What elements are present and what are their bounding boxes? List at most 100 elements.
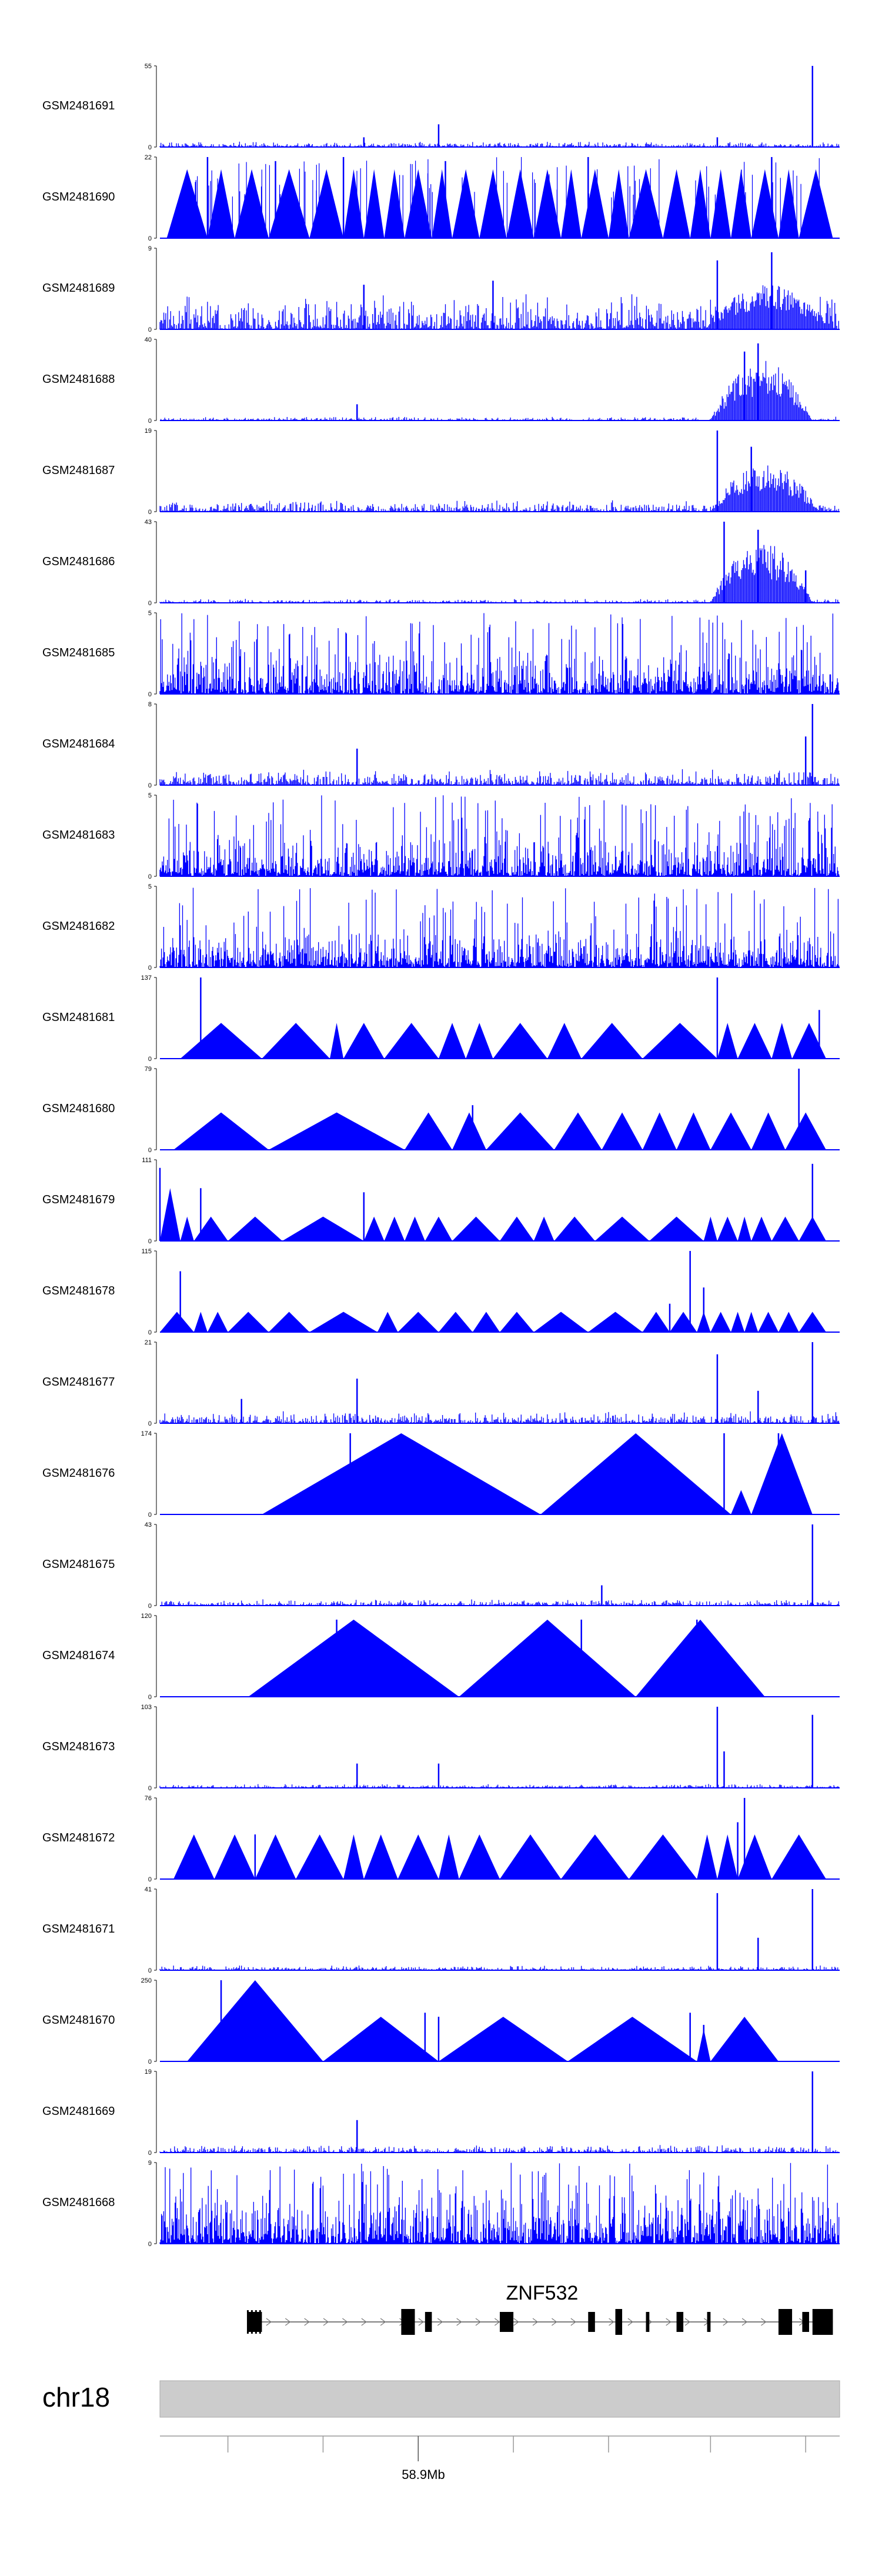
signal-triangle: [758, 1312, 779, 1332]
signal-triangle: [173, 1112, 269, 1150]
signal-bars: [159, 1966, 838, 1970]
signal-bars: [161, 1599, 839, 1606]
signal-triangle: [466, 1023, 493, 1059]
track-GSM2481678: GSM2481678 115 0: [42, 1248, 840, 1336]
chromosome-axis: chr18 58.9Mb: [42, 2380, 840, 2482]
signal-triangle: [710, 2017, 779, 2061]
y-tick-max: 5: [148, 610, 152, 617]
signal-triangle: [160, 1188, 181, 1241]
y-tick-min: 0: [148, 1056, 152, 1063]
signal-triangle: [731, 1490, 751, 1514]
signal-triangle: [330, 1023, 344, 1059]
track-label: GSM2481674: [42, 1649, 115, 1662]
track-label: GSM2481683: [42, 829, 115, 842]
signal-triangle: [792, 1023, 826, 1059]
signal-triangle: [363, 1834, 398, 1879]
y-tick-max: 250: [141, 1977, 152, 1984]
gene-exon: [707, 2312, 711, 2332]
signal-triangle: [533, 1312, 589, 1332]
y-tick-min: 0: [148, 1147, 152, 1154]
signal-triangle: [737, 1023, 772, 1059]
signal-triangle: [710, 1312, 731, 1332]
signal-triangle: [500, 1834, 562, 1879]
track-GSM2481687: GSM2481687 19 0: [42, 428, 840, 516]
y-tick-min: 0: [148, 326, 152, 333]
track-GSM2481688: GSM2481688 40 0: [42, 336, 840, 425]
chromosome-label: chr18: [42, 2382, 110, 2413]
track-label: GSM2481684: [42, 738, 115, 750]
strand-arrow: [684, 2318, 691, 2326]
track-GSM2481686: GSM2481686 43 0: [42, 519, 840, 607]
y-tick-max: 9: [148, 2160, 152, 2167]
signal-triangle: [588, 1312, 643, 1332]
track-GSM2481679: GSM2481679 111 0: [42, 1157, 840, 1245]
y-tick-max: 120: [141, 1613, 152, 1620]
signal-triangle: [785, 1112, 826, 1150]
signal-bars: [159, 613, 840, 694]
strand-arrow: [513, 2318, 519, 2326]
signal-triangle: [193, 1216, 228, 1241]
signal-triangle: [676, 1112, 711, 1150]
strand-arrow: [285, 2318, 291, 2326]
track-GSM2481681: GSM2481681 137 0: [42, 975, 840, 1063]
y-tick-max: 137: [141, 975, 152, 982]
signal-triangle: [636, 1619, 765, 1697]
signal-triangle: [397, 1312, 439, 1332]
gene-exon: [425, 2312, 432, 2332]
track-label: GSM2481672: [42, 1831, 115, 1844]
signal-bars: [159, 1784, 839, 1788]
gene-exon: [802, 2312, 809, 2332]
y-tick-min: 0: [148, 1329, 152, 1336]
signal-triangle: [799, 1312, 826, 1332]
y-tick-max: 43: [145, 519, 152, 526]
signal-triangle: [778, 169, 799, 238]
signal-triangle: [533, 169, 562, 238]
track-GSM2481675: GSM2481675 43 0: [42, 1521, 840, 1610]
signal-triangle: [554, 1112, 602, 1150]
track-GSM2481684: GSM2481684 8 0: [42, 701, 840, 789]
signal-triangle: [479, 169, 507, 238]
y-tick-max: 21: [145, 1339, 152, 1346]
track-GSM2481689: GSM2481689 9 0: [42, 245, 840, 333]
signal-triangle: [771, 1216, 799, 1241]
track-label: GSM2481679: [42, 1193, 115, 1206]
signal-triangle: [248, 1619, 459, 1697]
signal-triangle: [737, 1216, 751, 1241]
signal-triangle: [554, 1216, 595, 1241]
strand-arrow: [552, 2318, 557, 2326]
track-label: GSM2481669: [42, 2105, 115, 2118]
track-label: GSM2481680: [42, 1102, 115, 1115]
signal-triangle: [751, 1433, 813, 1514]
y-tick-min: 0: [148, 1603, 152, 1610]
signal-triangle: [214, 1834, 255, 1879]
signal-triangle: [561, 1834, 629, 1879]
track-label: GSM2481670: [42, 2014, 115, 2027]
signal-bars: [159, 545, 839, 603]
gene-exon: [246, 2310, 249, 2334]
track-GSM2481671: GSM2481671 41 0: [42, 1886, 840, 1974]
signal-triangle: [629, 1834, 697, 1879]
signal-triangle: [710, 169, 731, 238]
signal-triangle: [363, 1216, 385, 1241]
gene-exon: [588, 2312, 595, 2332]
signal-triangle: [262, 1023, 330, 1059]
track-GSM2481673: GSM2481673 103 0: [42, 1704, 840, 1792]
signal-triangle: [268, 1112, 405, 1150]
signal-triangle: [193, 1312, 208, 1332]
signal-triangle: [405, 1112, 453, 1150]
y-tick-min: 0: [148, 1694, 152, 1701]
y-tick-min: 0: [148, 235, 152, 242]
track-GSM2481668: GSM2481668 9 0: [42, 2160, 840, 2248]
track-GSM2481682: GSM2481682 5 0: [42, 883, 840, 972]
signal-triangle: [384, 1023, 439, 1059]
signal-triangle: [459, 1834, 500, 1879]
signal-triangle: [160, 1312, 194, 1332]
strand-arrow: [342, 2318, 348, 2326]
strand-arrow: [266, 2318, 272, 2326]
signal-triangle: [642, 1312, 670, 1332]
track-label: GSM2481689: [42, 282, 115, 295]
track-GSM2481674: GSM2481674 120 0: [42, 1613, 840, 1701]
signal-triangle: [547, 1023, 582, 1059]
signal-spikes: [195, 157, 820, 238]
signal-triangle: [228, 1216, 283, 1241]
